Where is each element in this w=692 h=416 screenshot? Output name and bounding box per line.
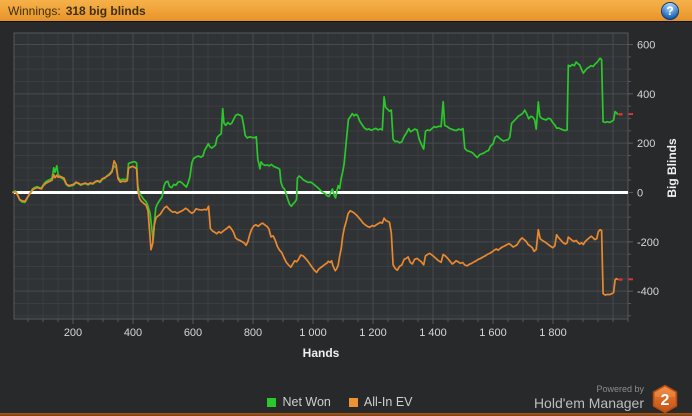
svg-text:2: 2 (661, 392, 670, 409)
y-tick-label: 400 (637, 89, 655, 101)
x-tick-label: 1 400 (419, 327, 447, 339)
powered-by-label: Powered by (596, 384, 644, 394)
net-won-line (12, 57, 619, 241)
plot-border (13, 32, 629, 320)
x-tick-label: 800 (244, 327, 262, 339)
x-tick-label: 600 (184, 327, 202, 339)
x-tick-label: 200 (64, 327, 82, 339)
series-end-marker (618, 113, 623, 116)
all-in-ev-swatch-icon (348, 397, 358, 407)
hm2-logo-icon: 2 (650, 384, 680, 414)
y-tick-label: 200 (637, 138, 655, 150)
plot-background (14, 33, 628, 319)
y-tick-label: 0 (637, 188, 643, 200)
x-tick-label: 1 000 (299, 327, 327, 339)
y-tick-label: 600 (637, 40, 655, 52)
x-tick-label: 400 (124, 327, 142, 339)
bottom-accent-strip (0, 413, 692, 416)
y-tick-label: -200 (637, 237, 659, 249)
x-tick-label: 1 200 (359, 327, 387, 339)
net-won-swatch-icon (267, 397, 277, 407)
brand-text: Powered by Hold'em Manager (534, 385, 644, 414)
legend-label-all-in-ev: All-In EV (363, 395, 413, 409)
x-tick-label: 1 800 (539, 327, 567, 339)
series-end-marker (618, 278, 623, 281)
all-in-ev-line (12, 160, 619, 296)
legend-item-all-in-ev[interactable]: All-In EV (348, 395, 413, 409)
legend-label-net-won: Net Won (282, 395, 331, 409)
help-icon[interactable]: ? (661, 2, 679, 20)
winnings-label: Winnings: (8, 3, 61, 18)
hands-axis-label: Hands (303, 346, 340, 360)
brand-footer: Powered by Hold'em Manager 2 (534, 384, 680, 414)
winnings-header-bar: Winnings: 318 big blinds ? (0, 0, 692, 22)
chart-legend: Net Won All-In EV (0, 395, 680, 409)
y-tick-label: -400 (637, 286, 659, 298)
big-blinds-axis-label: Big Blinds (665, 138, 679, 198)
legend-item-net-won[interactable]: Net Won (267, 395, 331, 409)
brand-name: Hold'em Manager (533, 395, 644, 411)
winnings-value: 318 big blinds (65, 3, 146, 18)
x-tick-label: 1 600 (479, 327, 507, 339)
